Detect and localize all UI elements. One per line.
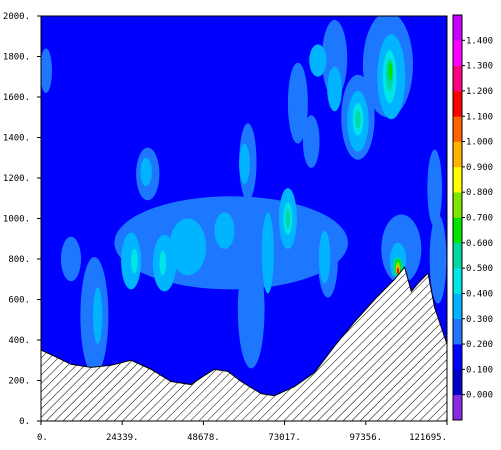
contour-region-15 xyxy=(429,214,447,304)
colorbar-swatch xyxy=(453,192,462,218)
x-tick-label: 97356. xyxy=(350,433,383,443)
colorbar-swatch xyxy=(453,90,462,117)
contour-region-44 xyxy=(396,267,399,274)
contour-region-5 xyxy=(302,115,320,168)
colorbar-swatch xyxy=(453,394,462,421)
colorbar-label: 1.100 xyxy=(466,112,493,122)
x-tick-label: 48678. xyxy=(187,433,220,443)
contour-region-12 xyxy=(237,250,265,369)
y-tick-label: 1200. xyxy=(3,174,30,184)
contour-region-37 xyxy=(355,110,361,129)
x-tick-label: 0. xyxy=(37,433,48,443)
colorbar-swatch xyxy=(453,141,462,168)
contour-region-38 xyxy=(285,209,291,228)
colorbar-swatch xyxy=(453,40,462,66)
colorbar-label: 0.400 xyxy=(466,289,493,299)
y-tick-label: 800. xyxy=(8,255,30,265)
colorbar-label: 1.400 xyxy=(466,36,493,46)
colorbar-swatch xyxy=(453,369,462,395)
colorbar: 0.000 0.100 0.200 0.300 0.400 0.500 0.600 0.700… xyxy=(452,14,493,421)
colorbar-swatch xyxy=(453,318,462,345)
contour-region-34 xyxy=(131,248,138,274)
colorbar-label: 0.000 xyxy=(466,391,493,401)
y-tick-label: 2000. xyxy=(3,12,30,22)
y-tick-label: 1800. xyxy=(3,53,30,63)
colorbar-label: 1.200 xyxy=(466,87,493,97)
contour-region-28 xyxy=(318,230,331,284)
y-tick-label: 1400. xyxy=(3,134,30,144)
contour-region-40 xyxy=(388,61,393,80)
contour-region-29 xyxy=(93,287,103,345)
colorbar-label: 1.300 xyxy=(466,62,493,72)
y-tick-label: 600. xyxy=(8,296,30,306)
colorbar-label: 1.000 xyxy=(466,138,493,148)
contour-region-4 xyxy=(287,62,308,144)
x-tick-label: 121695. xyxy=(409,433,447,443)
colorbar-swatch xyxy=(453,268,462,294)
colorbar-swatch xyxy=(453,65,462,92)
contour-region-10 xyxy=(61,236,82,282)
colorbar-label: 0.600 xyxy=(466,239,493,249)
colorbar-swatch xyxy=(453,15,462,41)
y-tick-label: 200. xyxy=(8,377,30,387)
contour-region-21 xyxy=(239,143,250,185)
y-tick-label: 0. xyxy=(19,417,30,427)
plot-area xyxy=(41,16,447,421)
colorbar-label: 0.200 xyxy=(466,340,493,350)
x-tick-label: 24339. xyxy=(106,433,139,443)
colorbar-swatch xyxy=(453,242,462,269)
contour-region-8 xyxy=(427,149,443,227)
y-tick-label: 1600. xyxy=(3,93,30,103)
colorbar-label: 0.700 xyxy=(466,214,493,224)
y-axis: 0. 200. 400. 600. 800. 1000. 1200. 1400. 1600. 18… xyxy=(3,12,41,427)
colorbar-label: 0.500 xyxy=(466,264,493,274)
y-tick-label: 1000. xyxy=(3,215,30,225)
contour-region-16 xyxy=(309,44,327,77)
contour-region-22 xyxy=(121,232,142,290)
y-tick-label: 400. xyxy=(8,336,30,346)
colorbar-swatch xyxy=(453,116,462,142)
colorbar-label: 0.800 xyxy=(466,188,493,198)
contour-regions xyxy=(41,16,447,375)
contour-region-25 xyxy=(214,212,235,249)
colorbar-label: 0.900 xyxy=(466,163,493,173)
contour-region-35 xyxy=(159,250,167,276)
colorbar-swatch xyxy=(453,344,462,370)
contour-region-0 xyxy=(41,48,53,93)
colorbar-label: 0.100 xyxy=(466,365,493,375)
contour-region-27 xyxy=(261,212,274,294)
terrain-hatched xyxy=(41,266,447,421)
contour-region-19 xyxy=(327,66,342,112)
contour-region-24 xyxy=(169,218,207,276)
contour-region-20 xyxy=(140,157,152,187)
colorbar-swatch xyxy=(453,166,462,193)
x-axis: 0. 24339. 48678. 73017. 97356. 121695. xyxy=(37,421,448,443)
colorbar-swatch xyxy=(453,217,462,244)
colorbar-label: 0.300 xyxy=(466,315,493,325)
x-tick-label: 73017. xyxy=(268,433,301,443)
colorbar-swatch xyxy=(453,293,462,320)
